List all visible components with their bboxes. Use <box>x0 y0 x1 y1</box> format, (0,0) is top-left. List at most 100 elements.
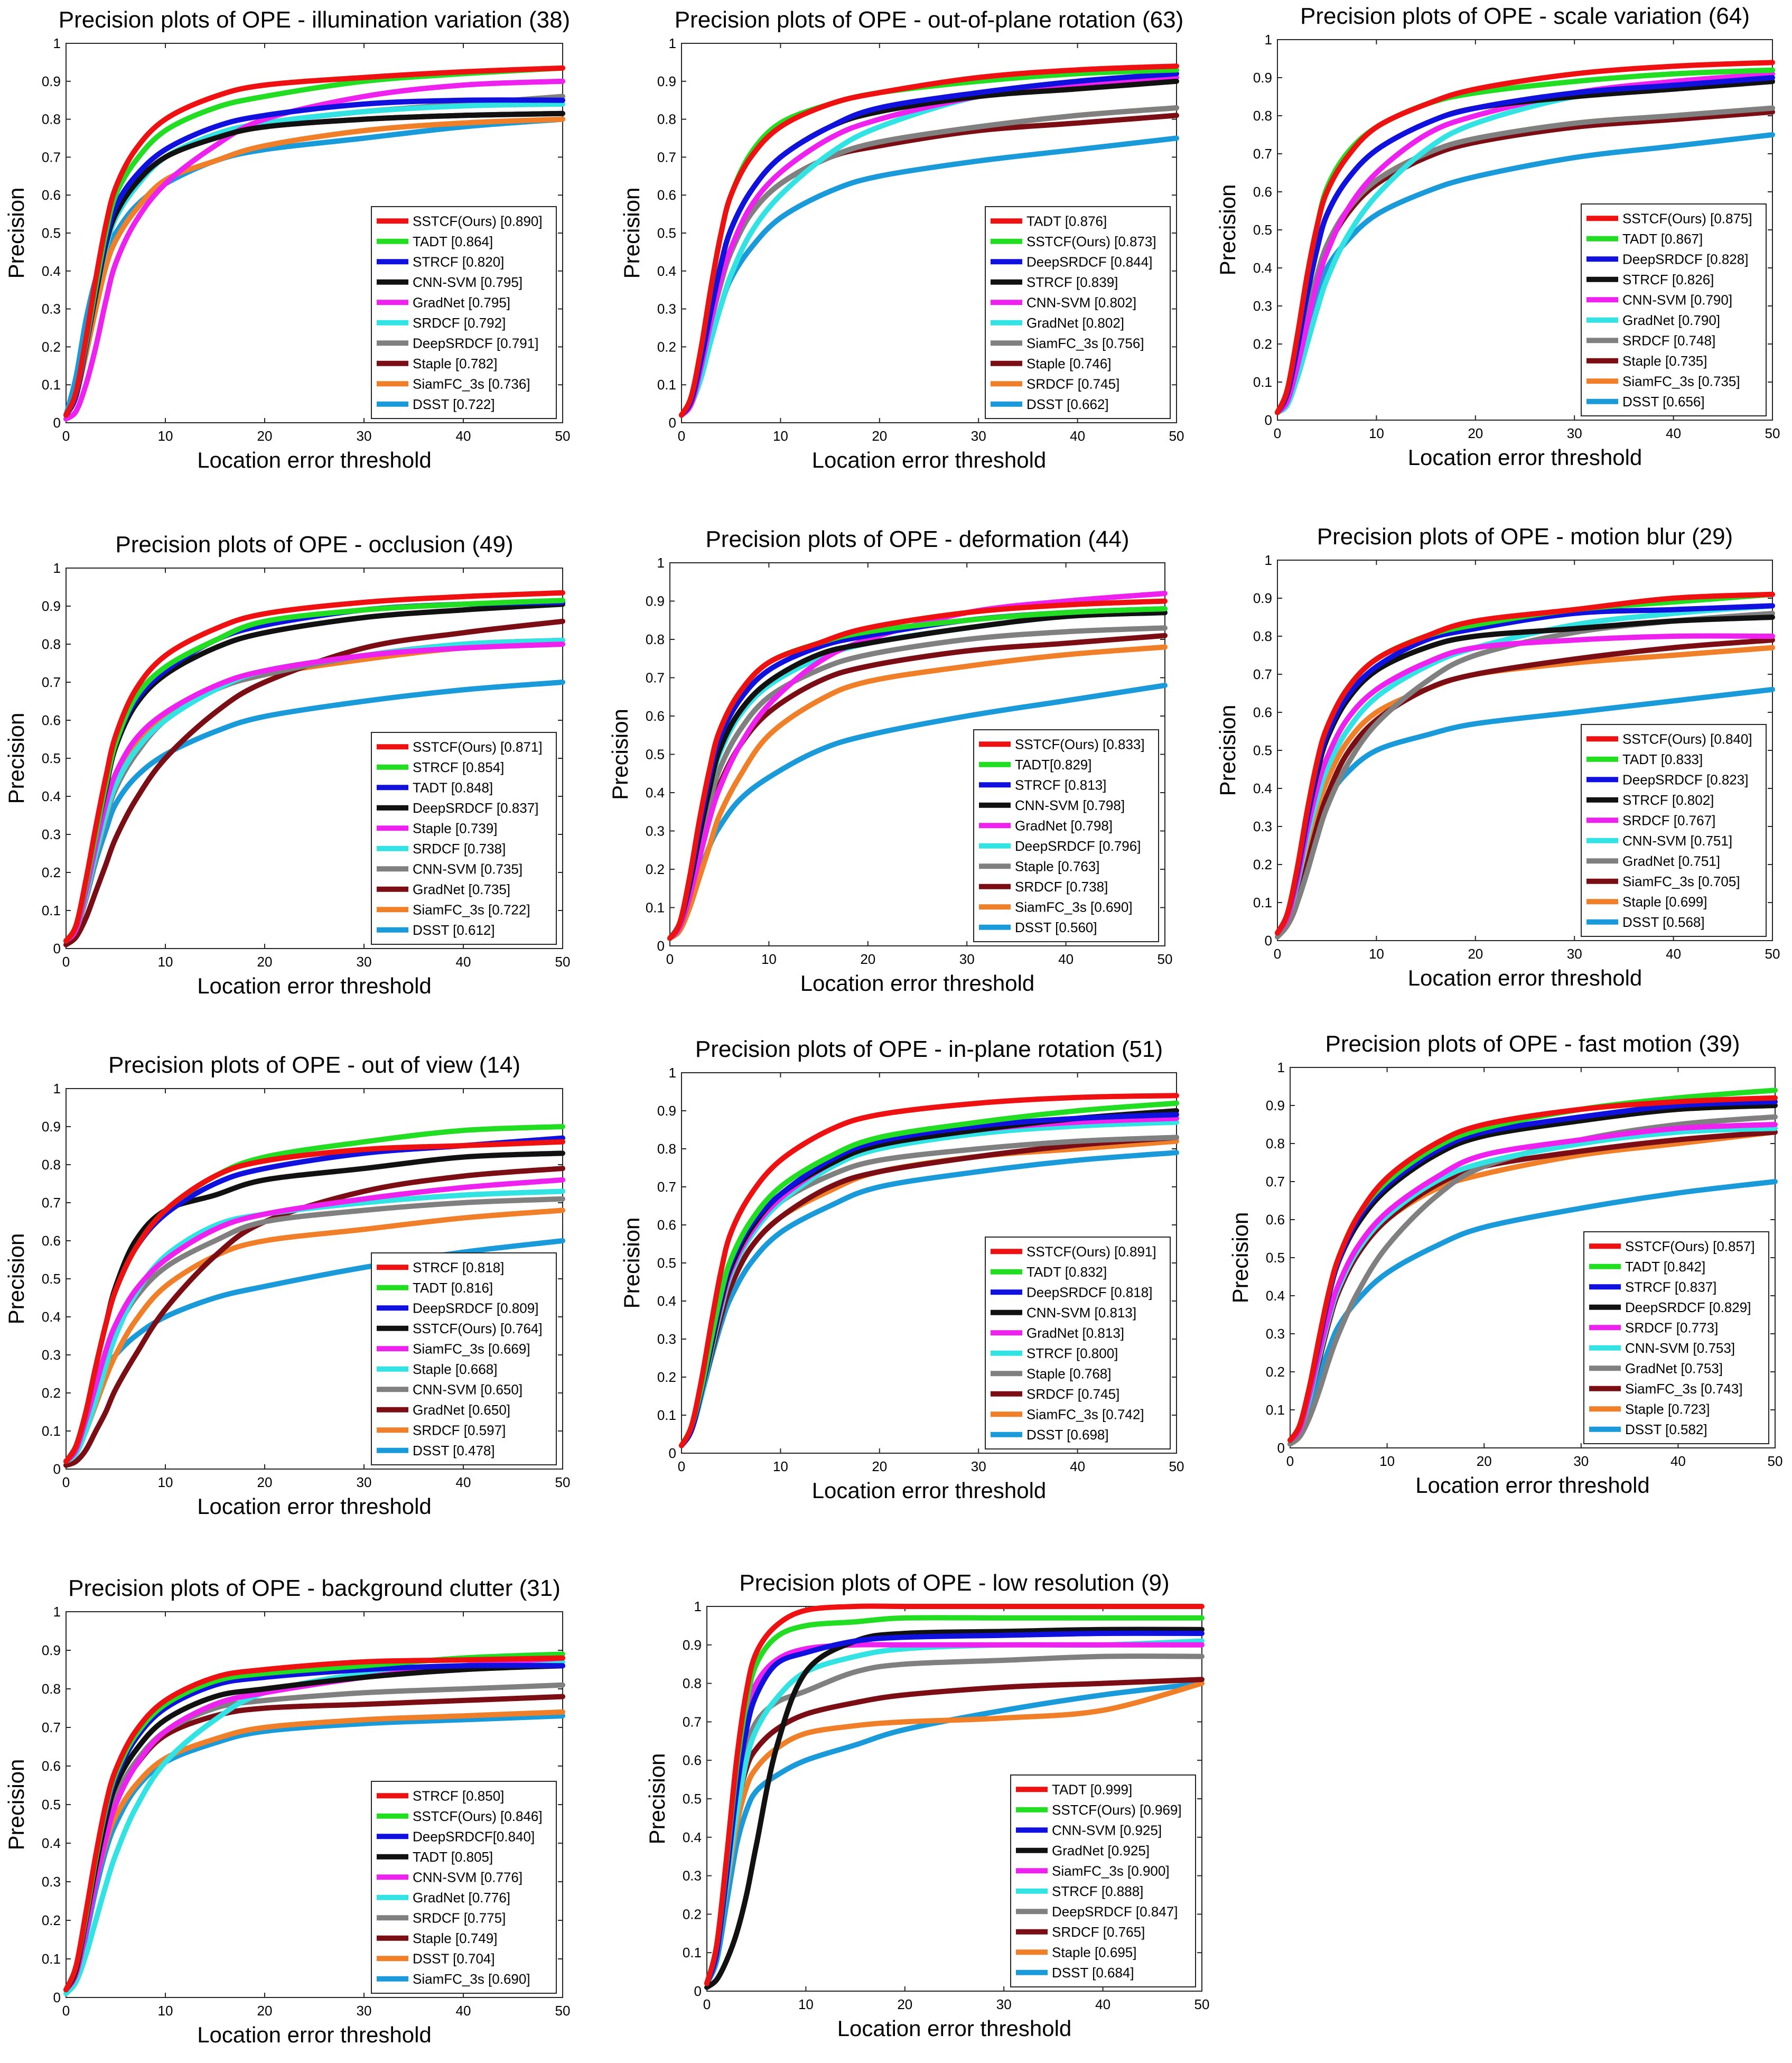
legend-entry: DeepSRDCF [0.809] <box>413 1300 538 1316</box>
y-tick-label: 1 <box>669 1065 676 1081</box>
y-tick-label: 0.7 <box>1253 146 1272 162</box>
y-axis-label: Precision <box>1215 705 1240 796</box>
y-tick-label: 0.8 <box>657 1141 676 1157</box>
y-tick-label: 0.7 <box>42 1720 61 1735</box>
y-tick-label: 0 <box>669 1445 676 1461</box>
x-tick-label: 50 <box>1765 425 1780 441</box>
y-tick-label: 0.8 <box>42 111 61 127</box>
series-line <box>63 65 565 418</box>
x-tick-label: 0 <box>62 954 70 970</box>
y-tick-label: 0 <box>1265 412 1272 428</box>
y-tick-label: 0.3 <box>42 301 61 317</box>
legend-entry: Staple [0.695] <box>1052 1944 1136 1960</box>
y-tick-label: 0 <box>53 415 61 431</box>
y-tick-label: 0 <box>657 938 665 954</box>
legend-entry: GradNet [0.802] <box>1026 315 1124 331</box>
series-line <box>63 1655 565 1993</box>
y-tick-label: 0.4 <box>1253 780 1272 796</box>
y-axis-label: Precision <box>619 1218 644 1309</box>
legend-entry: STRCF [0.813] <box>1015 777 1106 793</box>
y-tick-label: 0.3 <box>42 1347 61 1363</box>
plot-title: Precision plots of OPE - low resolution … <box>739 1570 1169 1596</box>
y-tick-label: 0.9 <box>683 1637 702 1653</box>
y-tick-label: 0.6 <box>683 1752 702 1768</box>
legend-entry: DSST [0.560] <box>1015 919 1097 935</box>
x-tick-label: 10 <box>1379 1453 1395 1469</box>
series-line <box>63 1139 565 1464</box>
y-tick-label: 0.5 <box>1266 1250 1285 1266</box>
x-tick-label: 20 <box>872 428 887 444</box>
y-tick-label: 0.5 <box>646 747 665 763</box>
legend-entry: Staple [0.735] <box>1622 353 1707 369</box>
x-tick-label: 10 <box>158 1474 173 1490</box>
x-tick-label: 0 <box>62 428 70 444</box>
y-tick-label: 0.5 <box>657 1255 676 1271</box>
y-tick-label: 1 <box>1265 32 1272 48</box>
legend-entry: TADT [0.999] <box>1052 1781 1132 1797</box>
legend-entry: Staple [0.768] <box>1026 1365 1111 1381</box>
legend-entry: SiamFC_3s [0.756] <box>1026 335 1144 351</box>
series-line <box>1287 1095 1778 1443</box>
y-tick-label: 0.4 <box>42 263 61 279</box>
y-tick-label: 0.3 <box>657 1331 676 1347</box>
legend-entry: CNN-SVM [0.790] <box>1622 292 1732 308</box>
x-axis-label: Location error threshold <box>197 448 432 472</box>
y-tick-label: 0.8 <box>683 1676 702 1692</box>
x-tick-label: 30 <box>357 1474 372 1490</box>
y-tick-label: 0.6 <box>42 1233 61 1249</box>
legend-entry: STRCF [0.839] <box>1026 274 1118 290</box>
x-tick-label: 40 <box>1070 428 1085 444</box>
x-tick-label: 30 <box>959 951 975 967</box>
legend-entry: TADT [0.833] <box>1622 751 1703 767</box>
legend-entry: SRDCF [0.775] <box>413 1910 506 1926</box>
plot-title: Precision plots of OPE - deformation (44… <box>705 526 1129 552</box>
legend-entry: DeepSRDCF [0.829] <box>1625 1299 1751 1315</box>
legend-entry: STRCF [0.826] <box>1622 272 1714 287</box>
legend-entry: DeepSRDCF [0.844] <box>1026 254 1152 270</box>
legend-entry: DeepSRDCF [0.796] <box>1015 838 1141 854</box>
y-tick-label: 0.9 <box>1253 590 1272 606</box>
legend-entry: SSTCF(Ours) [0.840] <box>1622 731 1752 747</box>
legend-entry: SiamFC_3s [0.735] <box>1622 373 1740 389</box>
legend-entry: GradNet [0.798] <box>1015 817 1113 833</box>
y-tick-label: 0.8 <box>42 636 61 652</box>
y-tick-label: 1 <box>694 1599 702 1614</box>
plot-title: Precision plots of OPE - fast motion (39… <box>1326 1031 1740 1057</box>
legend-entry: TADT[0.829] <box>1015 757 1091 773</box>
y-tick-label: 0.8 <box>657 111 676 127</box>
legend-entry: TADT [0.848] <box>413 779 493 795</box>
legend-entry: CNN-SVM [0.795] <box>413 274 522 290</box>
series-line <box>1275 60 1775 415</box>
x-axis-label: Location error threshold <box>812 448 1047 472</box>
x-tick-label: 0 <box>678 1458 685 1474</box>
x-tick-label: 40 <box>1095 1996 1110 2012</box>
legend-entry: SSTCF(Ours) [0.875] <box>1622 210 1752 226</box>
precision-plot-panel: Precision plots of OPE - in-plane rotati… <box>619 1036 1184 1503</box>
y-tick-label: 0.5 <box>42 1271 61 1287</box>
legend-entry: SiamFC_3s [0.669] <box>413 1341 530 1356</box>
y-tick-label: 0.2 <box>657 1369 676 1385</box>
plot-title: Precision plots of OPE - background clut… <box>68 1575 561 1601</box>
y-tick-label: 0.9 <box>42 1642 61 1658</box>
y-tick-label: 0.6 <box>42 187 61 203</box>
legend-entry: CNN-SVM [0.925] <box>1052 1822 1162 1838</box>
legend-entry: GradNet [0.813] <box>1026 1325 1124 1341</box>
x-tick-label: 40 <box>1058 951 1074 967</box>
legend-entry: GradNet [0.776] <box>413 1890 510 1906</box>
x-tick-label: 10 <box>773 428 788 444</box>
x-tick-label: 20 <box>1468 425 1483 441</box>
series-line <box>63 1166 565 1468</box>
plot-title: Precision plots of OPE - scale variation… <box>1300 3 1750 29</box>
legend-entry: DSST [0.698] <box>1026 1427 1109 1443</box>
y-tick-label: 0.4 <box>683 1829 702 1845</box>
series-line <box>1275 591 1775 936</box>
x-tick-label: 40 <box>1666 425 1681 441</box>
x-tick-label: 30 <box>1567 425 1582 441</box>
x-tick-label: 0 <box>62 1474 70 1490</box>
y-tick-label: 1 <box>657 555 665 571</box>
x-tick-label: 30 <box>1573 1453 1589 1469</box>
legend-entry: SSTCF(Ours) [0.833] <box>1015 736 1145 752</box>
x-tick-label: 20 <box>1468 946 1483 962</box>
y-tick-label: 0.7 <box>42 674 61 690</box>
x-tick-label: 40 <box>456 2003 471 2019</box>
